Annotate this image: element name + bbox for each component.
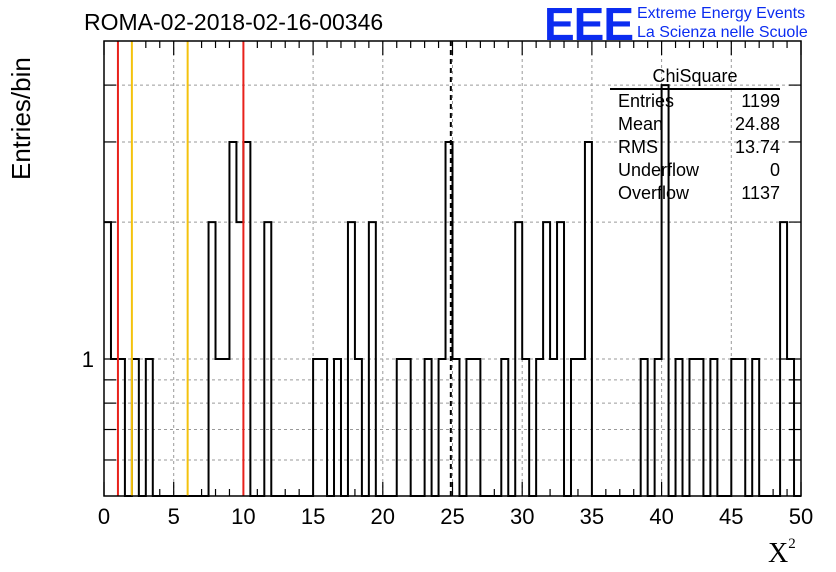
histogram-bin xyxy=(404,359,411,496)
histogram-bin xyxy=(578,359,585,496)
x-tick-label: 0 xyxy=(98,504,110,529)
stats-row-rms: RMS 13.74 xyxy=(608,136,780,159)
histogram-bin xyxy=(676,359,683,496)
histogram-bin xyxy=(222,359,229,496)
histogram-bin xyxy=(473,359,480,496)
logo-caption: Extreme Energy Events La Scienza nelle S… xyxy=(637,4,808,42)
stats-row-entries: Entries 1199 xyxy=(608,90,780,113)
x-axis-label-base: X xyxy=(768,538,789,569)
histogram-bin xyxy=(425,359,432,496)
histogram-bin xyxy=(585,142,592,496)
histogram-bin xyxy=(696,359,703,496)
histogram-bin xyxy=(689,359,696,496)
histogram-bin xyxy=(111,359,118,496)
reference-lines xyxy=(116,41,452,496)
stats-value: 1137 xyxy=(741,183,780,203)
histogram-bin xyxy=(501,359,508,496)
x-tick-label: 20 xyxy=(371,504,395,529)
x-tick-label: 30 xyxy=(510,504,534,529)
histogram-bin xyxy=(236,222,243,496)
stats-label: Overflow xyxy=(618,183,690,203)
histogram-bin xyxy=(641,359,648,496)
histogram-bin xyxy=(522,359,529,496)
histogram-bin xyxy=(515,222,522,496)
logo-caption-line1: Extreme Energy Events xyxy=(637,5,806,22)
logo-caption-line2: La Scienza nelle Scuole xyxy=(637,24,808,41)
histogram-bin xyxy=(264,222,271,496)
stats-label: Underflow xyxy=(618,160,700,180)
x-tick-label: 35 xyxy=(580,504,604,529)
histogram-bin xyxy=(439,359,446,496)
stats-value: 1199 xyxy=(741,91,780,111)
stats-value: 24.88 xyxy=(734,114,780,134)
histogram-bin xyxy=(209,222,216,496)
histogram-bin xyxy=(453,359,460,496)
tick-labels: 0 5 10 15 20 25 30 35 40 45 50 1 xyxy=(82,347,813,529)
x-tick-label: 5 xyxy=(168,504,180,529)
histogram-bin xyxy=(320,359,327,496)
histogram-bin xyxy=(355,359,362,496)
stats-value: 13.74 xyxy=(734,137,780,157)
histogram-bin xyxy=(466,359,473,496)
histogram-bin xyxy=(243,142,250,496)
x-tick-label: 25 xyxy=(440,504,464,529)
stats-value: 0 xyxy=(769,160,780,180)
plot-frame xyxy=(103,40,802,497)
histogram-bin xyxy=(571,359,578,496)
histogram-bin xyxy=(104,222,111,496)
histogram-bin xyxy=(536,359,543,496)
histogram-bin xyxy=(216,359,223,496)
stats-row-underflow: Underflow 0 xyxy=(608,159,780,182)
histogram-bin xyxy=(229,142,236,496)
histogram-bin xyxy=(780,222,787,496)
histogram-bin xyxy=(787,359,794,496)
histogram-bin xyxy=(557,222,564,496)
histogram-bin xyxy=(118,359,125,496)
histogram-bin xyxy=(146,359,153,496)
x-axis-label: X2 xyxy=(768,535,796,570)
chart-title: ROMA-02-2018-02-16-00346 xyxy=(84,9,384,35)
stats-box: ChiSquare Entries 1199 Mean 24.88 RMS 13.74… xyxy=(608,66,780,205)
eee-logo: EEE xyxy=(544,0,634,50)
stats-title: ChiSquare xyxy=(610,66,780,90)
histogram-bin xyxy=(738,359,745,496)
x-tick-label: 15 xyxy=(301,504,325,529)
x-tick-label: 45 xyxy=(719,504,743,529)
stats-row-overflow: Overflow 1137 xyxy=(608,182,780,205)
histogram-bin xyxy=(731,359,738,496)
histogram-bin xyxy=(369,222,376,496)
histogram-bin xyxy=(752,359,759,496)
stats-label: Entries xyxy=(618,91,675,111)
histogram-bin xyxy=(348,222,355,496)
x-tick-label: 40 xyxy=(649,504,673,529)
histogram-bin xyxy=(543,222,550,496)
x-tick-label: 50 xyxy=(789,504,813,529)
x-tick-label: 10 xyxy=(231,504,255,529)
histogram-bin xyxy=(132,359,139,496)
stats-row-mean: Mean 24.88 xyxy=(608,113,780,136)
x-axis-label-superscript: 2 xyxy=(788,535,796,552)
stats-label: RMS xyxy=(618,137,658,157)
histogram-bin xyxy=(397,359,404,496)
histogram-bin xyxy=(550,359,557,496)
y-tick-label: 1 xyxy=(82,347,94,372)
histogram-bin xyxy=(334,359,341,496)
histogram-bin xyxy=(710,359,717,496)
y-axis-label: Entries/bin xyxy=(6,57,36,180)
histogram-bin xyxy=(655,359,662,496)
histogram-bin xyxy=(313,359,320,496)
stats-label: Mean xyxy=(618,114,664,134)
